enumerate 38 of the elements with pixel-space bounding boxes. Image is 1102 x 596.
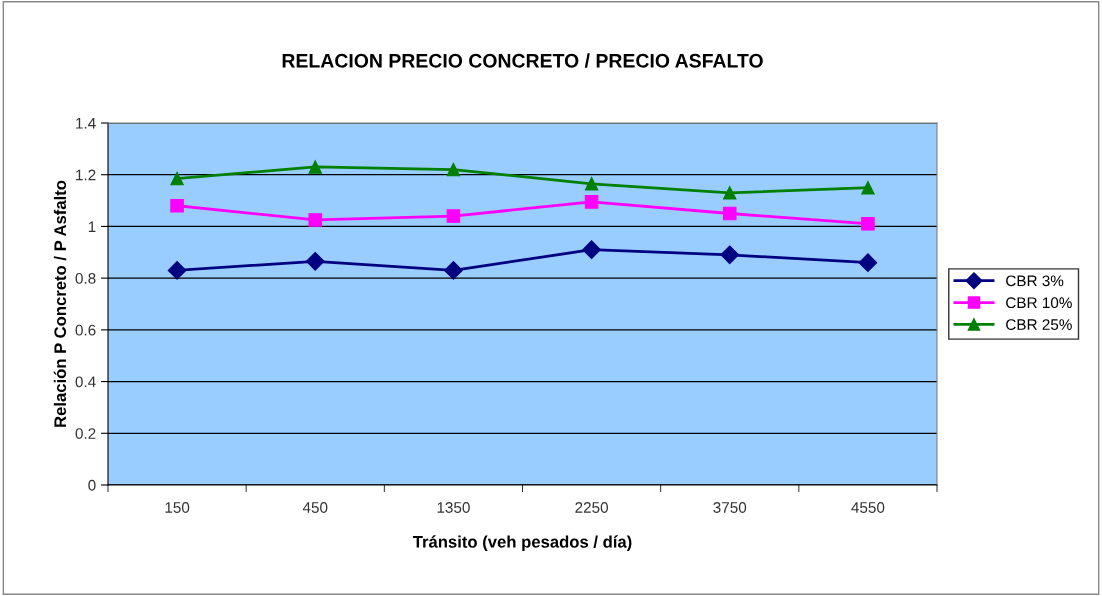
- y-tick-label: 0.4: [75, 376, 96, 388]
- legend-label: CBR 25%: [1006, 319, 1072, 330]
- point: [167, 261, 187, 280]
- y-tick-label: 1.4: [76, 118, 96, 129]
- point: [170, 171, 184, 186]
- point: [170, 198, 184, 213]
- y-tick-label: 0.2: [75, 428, 96, 439]
- point: [858, 253, 878, 272]
- point: [584, 176, 599, 191]
- point: [722, 206, 737, 221]
- point: [722, 186, 737, 200]
- point: [446, 209, 461, 223]
- point: [446, 162, 461, 177]
- x-tick-label: 2250: [575, 502, 608, 513]
- y-tick-label: 0: [88, 479, 96, 491]
- point: [305, 251, 325, 271]
- point: [308, 160, 323, 174]
- x-tick-label: 450: [302, 502, 328, 513]
- chart-title: RELACION PRECIO CONCRETO / PRECIO ASFALTO: [282, 53, 763, 68]
- legend-label: CBR 3%: [1006, 275, 1064, 287]
- x-tick-label: 3750: [713, 502, 747, 513]
- point: [584, 195, 599, 209]
- point: [444, 261, 463, 280]
- x-tick-label: 4550: [851, 502, 885, 513]
- y-tick-label: 1: [88, 221, 96, 232]
- x-tick-label: 150: [165, 502, 190, 513]
- point: [308, 213, 323, 227]
- x-axis-title: Tránsito (veh pesados / día): [412, 535, 632, 552]
- y-tick-label: 0.6: [75, 324, 96, 336]
- point: [582, 240, 601, 260]
- y-tick-label: 0.8: [75, 273, 96, 284]
- point: [720, 245, 740, 265]
- legend-label: CBR 10%: [1006, 297, 1072, 309]
- y-tick-label: 1.2: [76, 169, 96, 181]
- point: [861, 180, 875, 195]
- point: [861, 217, 875, 231]
- x-tick-label: 1350: [437, 502, 470, 513]
- y-axis-title: Relación P Concreto / P Asfalto: [53, 180, 67, 427]
